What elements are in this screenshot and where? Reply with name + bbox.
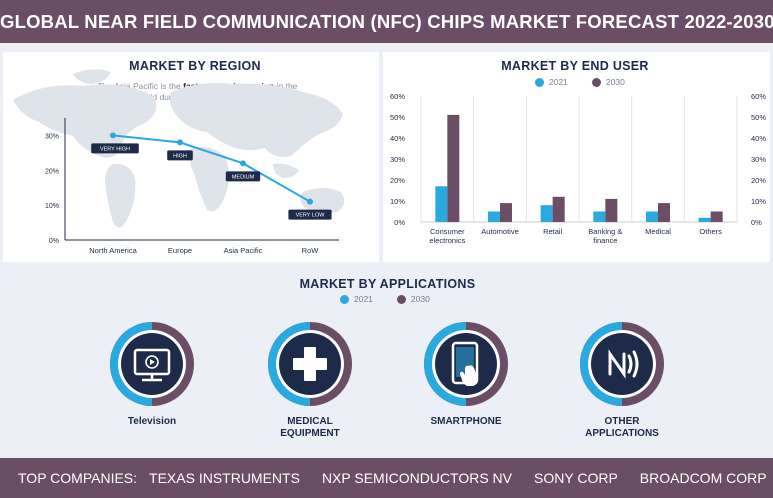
region-point-label: HIGH [173,153,187,159]
region-x-tick-label: RoW [302,246,320,255]
company-texas-instruments: TEXAS INSTRUMENTS [149,470,300,486]
applications-legend-dot-2021 [340,294,349,304]
other-applications-label: OTHER APPLICATIONS [585,416,659,439]
region-y-tick-label: 0% [49,238,59,245]
end-user-y-tick-left: 60% [390,92,405,101]
end-user-y-tick-right: 60% [751,92,766,101]
end-user-y-tick-right: 50% [751,113,766,122]
end-user-title: MARKET BY END USER [501,59,649,73]
region-data-point [307,198,313,205]
end-user-y-tick-left: 20% [390,176,405,185]
end-user-y-tick-right: 20% [751,176,766,185]
applications-legend-label-2030: 2030 [410,294,430,304]
application-smartphone: SMARTPHONE [416,320,516,445]
end-user-x-tick-label: Retail [543,227,563,236]
other-applications-ring [580,322,664,406]
end-user-bar-2021 [646,211,658,222]
legend-dot-2021 [535,77,544,87]
television-label: Television [127,416,177,427]
smartphone-label: SMARTPHONE [430,416,502,427]
region-point-label: VERY LOW [296,213,326,219]
television-icon [133,348,171,382]
end-user-y-tick-left: 0% [394,218,405,227]
end-user-x-tick-label: Banking & finance [588,227,622,245]
end-user-bar-2030 [447,114,460,222]
region-point-label: VERY HIGH [100,146,130,152]
region-y-tick-label: 10% [45,203,59,210]
end-user-y-tick-left: 50% [390,113,405,122]
end-user-bar-2021 [540,205,553,222]
region-chart: 0% 10% 20% 30% North America Europe Asia Paci… [13,69,345,255]
end-user-y-tick-right: 30% [751,155,766,164]
company-broadcom: BROADCOM CORP [639,470,767,486]
header-bar: GLOBAL NEAR FIELD COMMUNICATION (NFC) CH… [0,0,773,43]
end-user-x-tick-label: Medical [645,227,671,236]
region-y-tick-label: 20% [45,168,59,175]
applications-legend-dot-2030 [396,294,406,304]
region-axis [64,118,339,241]
footer-bar: TOP COMPANIES: TEXAS INSTRUMENTS NXP SEM… [0,458,773,498]
region-x-tick-label: Asia Pacific [224,246,263,255]
end-user-x-tick-label: Others [699,227,722,236]
region-y-tick-label: 30% [45,133,59,140]
region-series-line [112,134,311,203]
legend-dot-2030 [591,77,601,87]
end-user-bar-2021 [435,186,448,222]
television-ring [110,322,194,406]
region-note-prefix: The Asia Pacific is the [97,81,184,91]
end-user-bar-2030 [552,196,565,222]
smartphone-ring [424,322,508,406]
end-user-y-tick-right: 0% [751,218,762,227]
medical-equipment-label: MEDICAL EQUIPMENT [280,416,340,439]
region-x-tick-label: North America [89,246,137,255]
nfc-icon [608,349,639,379]
company-sony: SONY CORP [534,470,618,486]
legend-label-2030: 2030 [605,77,625,87]
application-other: OTHER APPLICATIONS [572,320,672,445]
region-point-label-badge [225,171,261,182]
region-x-tick-label: Europe [168,246,192,255]
applications-legend: 2021 2030 [340,294,430,304]
end-user-y-tick-left: 40% [390,134,405,143]
end-user-x-tick-label: Consumer electronics [429,227,465,245]
medical-cross-icon [293,347,327,381]
applications-legend-label-2021: 2021 [354,294,373,304]
end-user-bar-2021 [698,217,711,222]
applications-title: MARKET BY APPLICATIONS [299,277,476,291]
end-user-bar-2030 [658,203,670,222]
end-user-bar-2030 [500,203,512,222]
smartphone-icon [451,341,479,386]
end-user-x-tick-label: Automotive [481,227,519,236]
end-user-bar-2030 [605,198,618,222]
region-data-point [110,132,116,139]
page-title: GLOBAL NEAR FIELD COMMUNICATION (NFC) CH… [0,11,773,32]
legend-label-2021: 2021 [549,77,568,87]
end-user-bar-2021 [593,211,606,222]
region-point-label-badge [167,150,193,161]
end-user-legend: 2021 2030 [535,77,625,87]
application-medical-equipment: MEDICAL EQUIPMENT [260,320,360,445]
top-companies-label: TOP COMPANIES: [18,470,138,486]
region-point-label: MEDIUM [232,174,255,180]
region-data-point [240,160,246,167]
end-user-chart: 0% 10% 20% 30% 40% 50% 60% 0% 10% 20% 30% 40% 50% 60… [390,92,766,245]
region-point-label-badge [288,209,332,220]
medical-ring [268,322,352,406]
region-title: MARKET BY REGION [129,59,261,73]
application-television: Television [102,320,202,445]
region-data-point [177,139,183,146]
company-nxp: NXP SEMICONDUCTORS NV [321,470,513,486]
end-user-y-tick-right: 40% [751,134,766,143]
region-point-label-badge [91,143,139,154]
world-map-background [13,69,345,228]
end-user-y-tick-left: 30% [390,155,405,164]
end-user-y-tick-left: 10% [390,197,405,206]
end-user-y-tick-right: 10% [751,197,766,206]
end-user-bar-2021 [488,211,500,222]
end-user-bar-2030 [710,211,723,222]
